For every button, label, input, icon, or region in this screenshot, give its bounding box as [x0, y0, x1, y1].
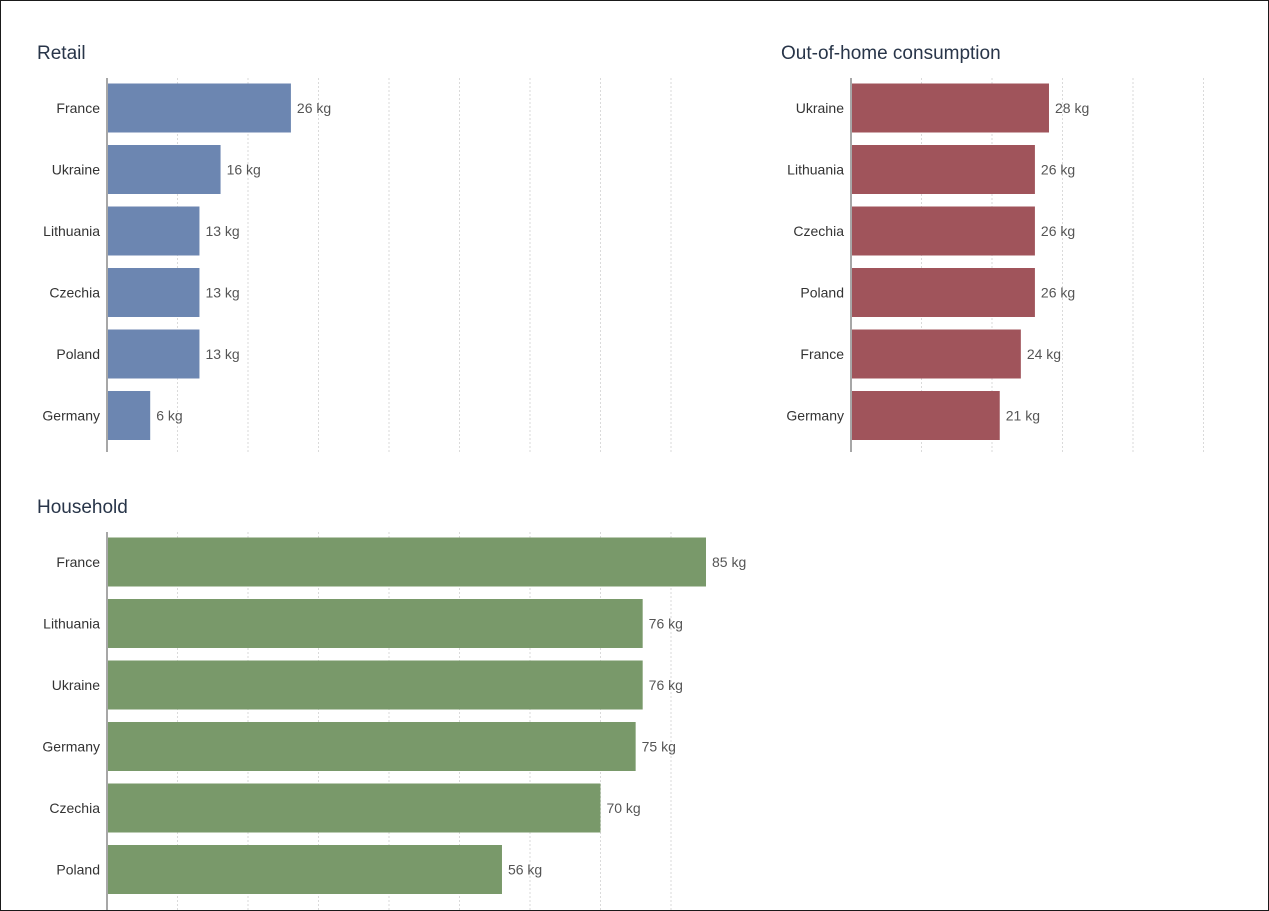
category-label: Ukraine: [52, 677, 100, 693]
category-label: Germany: [786, 408, 844, 424]
bar: [108, 537, 706, 587]
category-label: Lithuania: [787, 162, 844, 178]
data-label: 13 kg: [205, 223, 239, 239]
data-label: 13 kg: [205, 346, 239, 362]
chart-panel-3: Household France 85 kg Lithuania 76 kg Ukrain…: [37, 497, 746, 910]
bar: [108, 722, 636, 771]
data-label: 13 kg: [205, 285, 239, 301]
bar: [852, 83, 1049, 133]
bar: [852, 206, 1035, 256]
bar: [108, 845, 502, 894]
chart-panel-2: Out-of-home consumption Ukraine 28 kg Lithu…: [781, 43, 1204, 452]
data-label: 76 kg: [649, 677, 683, 693]
data-label: 76 kg: [649, 616, 683, 632]
data-label: 85 kg: [712, 554, 746, 570]
data-label: 56 kg: [508, 862, 542, 878]
category-label: Poland: [800, 285, 844, 301]
data-label: 21 kg: [1006, 408, 1040, 424]
bar: [108, 206, 200, 256]
data-label: 26 kg: [1041, 285, 1075, 301]
bar: [852, 268, 1035, 317]
bar: [852, 391, 1000, 440]
data-label: 24 kg: [1027, 346, 1061, 362]
panel-title: Household: [37, 497, 128, 518]
data-label: 6 kg: [156, 408, 182, 424]
bar: [108, 599, 643, 648]
data-label: 26 kg: [297, 100, 331, 116]
category-label: Czechia: [49, 285, 100, 301]
data-label: 26 kg: [1041, 223, 1075, 239]
category-label: France: [800, 346, 844, 362]
category-label: France: [56, 100, 100, 116]
bar: [108, 268, 200, 317]
data-label: 70 kg: [606, 800, 640, 816]
category-label: Ukraine: [52, 162, 100, 178]
chart-panel-1: Retail France 26 kg Ukraine 16 kg Lithuania 13…: [37, 43, 672, 452]
data-label: 28 kg: [1055, 100, 1089, 116]
data-label: 16 kg: [227, 162, 261, 178]
panel-title: Out-of-home consumption: [781, 43, 1001, 64]
category-label: Germany: [42, 408, 100, 424]
bar: [108, 329, 200, 379]
bar: [108, 783, 601, 833]
category-label: France: [56, 554, 100, 570]
category-label: Ukraine: [796, 100, 844, 116]
bar: [108, 145, 221, 194]
bar: [852, 145, 1035, 194]
bar: [852, 329, 1021, 379]
bar: [108, 391, 151, 440]
category-label: Czechia: [793, 223, 844, 239]
category-label: Poland: [56, 346, 100, 362]
data-label: 26 kg: [1041, 162, 1075, 178]
data-label: 75 kg: [642, 739, 676, 755]
category-label: Lithuania: [43, 223, 100, 239]
category-label: Czechia: [49, 800, 100, 816]
bar: [108, 83, 291, 133]
category-label: Poland: [56, 862, 100, 878]
category-label: Germany: [42, 739, 100, 755]
category-label: Lithuania: [43, 616, 100, 632]
bar: [108, 660, 643, 710]
panel-title: Retail: [37, 43, 86, 64]
